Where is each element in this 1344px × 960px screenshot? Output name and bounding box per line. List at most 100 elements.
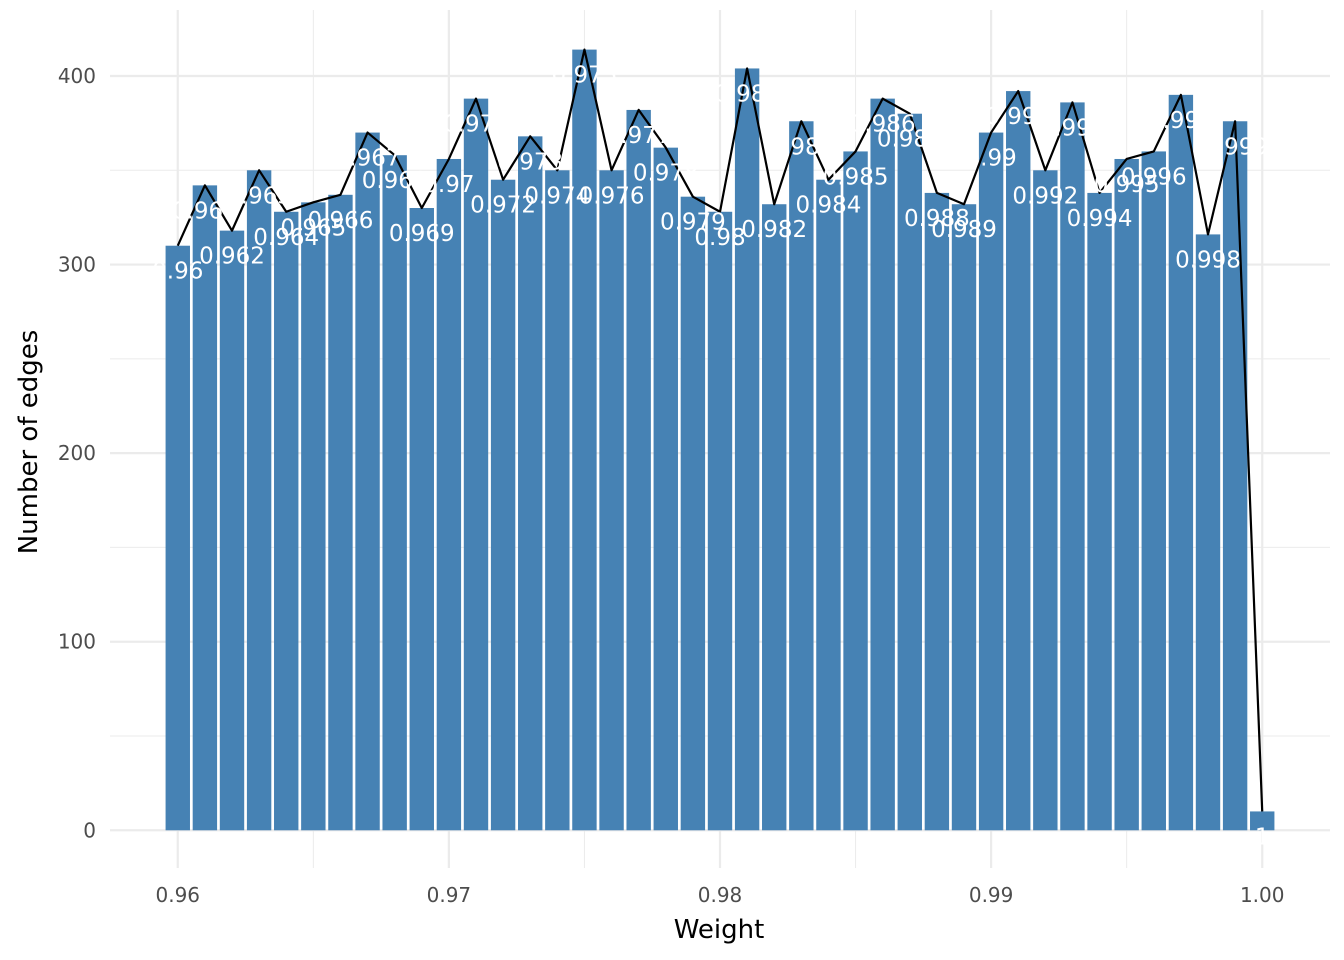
bar	[653, 147, 678, 831]
bar	[165, 245, 190, 831]
trend-line	[176, 48, 1264, 812]
bar	[978, 132, 1004, 831]
bar	[734, 68, 760, 831]
bar	[707, 211, 733, 831]
bar	[599, 170, 624, 831]
bar	[1141, 151, 1166, 831]
x-tick-label: 1.00	[1240, 883, 1285, 907]
y-tick-label: 400	[58, 64, 96, 88]
bar	[762, 204, 787, 831]
bar	[436, 158, 462, 831]
x-tick-label: 0.99	[969, 883, 1014, 907]
bar-label: 0.971	[443, 112, 509, 138]
bar	[246, 170, 272, 831]
bar-label: 0.979	[660, 210, 726, 236]
bar-label: 0.974	[524, 183, 590, 209]
y-tick-label: 100	[58, 630, 96, 654]
bar	[1222, 121, 1248, 831]
bar	[789, 121, 814, 831]
bar	[626, 109, 651, 831]
bar-label: 0.972	[470, 193, 536, 219]
bar-label: 0.988	[904, 206, 970, 232]
bar	[355, 132, 380, 831]
bar-label: 0.991	[985, 104, 1051, 130]
bar	[1250, 811, 1275, 831]
bar-label: 0.983	[768, 134, 834, 160]
y-axis-title: Number of edges	[14, 330, 44, 555]
x-axis-tick-labels: 0.96 0.97 0.98 0.99 1.00	[156, 883, 1285, 907]
bar-label: 0.966	[308, 208, 374, 234]
bar	[545, 170, 570, 831]
bar	[680, 196, 706, 831]
bar-label: 0.976	[579, 183, 645, 209]
bar	[1087, 192, 1112, 831]
bar	[490, 179, 516, 831]
bar-label: 0.96	[152, 259, 203, 285]
bar	[382, 155, 407, 831]
y-axis-tick-labels: 0 100 200 300 400	[58, 64, 96, 842]
bar-label: 0.981	[714, 81, 780, 107]
bar-label: 0.985	[823, 164, 889, 190]
bar-label: 0.968	[362, 168, 428, 194]
bar-label: 0.986	[850, 112, 916, 138]
bar-label: 0.996	[1121, 164, 1187, 190]
bar-label: 0.965	[280, 215, 346, 241]
bars	[165, 49, 1275, 831]
bar	[1168, 94, 1194, 831]
bar-label: 0.975	[552, 63, 618, 89]
bar-label: 0.984	[796, 193, 862, 219]
bar	[924, 192, 950, 831]
bar-label: 0.963	[226, 183, 292, 209]
bar-label: 0.999	[1202, 134, 1268, 160]
bar	[301, 202, 326, 831]
bar	[1060, 102, 1085, 831]
bar	[219, 230, 245, 831]
bar	[409, 208, 434, 831]
bar	[463, 98, 489, 831]
bar-label: 0.98	[694, 225, 745, 251]
y-tick-label: 300	[58, 253, 96, 277]
bar-label: 0.978	[633, 161, 699, 187]
bar	[897, 113, 922, 831]
bar	[192, 185, 218, 831]
bar-label: 0.977	[606, 123, 672, 149]
bar-label: 0.97	[423, 172, 474, 198]
y-tick-label: 200	[58, 441, 96, 465]
bar	[1195, 234, 1221, 831]
bar-label: 0.962	[199, 244, 265, 270]
bar	[1006, 91, 1031, 831]
x-axis-title: Weight	[674, 915, 765, 945]
bar	[328, 194, 353, 831]
bar-label: 1	[1255, 824, 1270, 850]
bar-label: 0.989	[931, 217, 997, 243]
bar-label: 0.964	[253, 225, 319, 251]
bar-labels: 0.960.9610.9620.9630.9640.9650.9660.9670…	[152, 63, 1269, 851]
bar	[518, 136, 543, 831]
bar-label: 0.997	[1148, 108, 1214, 134]
x-tick-label: 0.98	[698, 883, 743, 907]
bar-label: 0.99	[966, 146, 1017, 172]
bar	[1033, 170, 1058, 831]
bar-label: 0.995	[1094, 172, 1160, 198]
bar	[274, 211, 299, 831]
y-tick-label: 0	[83, 818, 96, 842]
bar	[572, 49, 597, 831]
bar-label: 0.969	[389, 221, 455, 247]
bar-label: 0.987	[877, 127, 943, 153]
bar-label: 0.992	[1012, 183, 1078, 209]
bar	[816, 179, 841, 831]
bar-label: 0.993	[1040, 115, 1106, 141]
bar-label: 0.998	[1175, 247, 1241, 273]
trend-line-layer	[176, 48, 1264, 812]
bar-label: 0.967	[335, 146, 401, 172]
x-tick-label: 0.97	[427, 883, 472, 907]
bar	[1114, 158, 1139, 831]
bar	[843, 151, 868, 831]
bar-label: 0.982	[741, 217, 807, 243]
bar-label: 0.994	[1067, 206, 1133, 232]
bar-label: 0.973	[497, 149, 563, 175]
bar	[951, 204, 977, 831]
bar-label: 0.961	[172, 198, 238, 224]
x-tick-label: 0.96	[156, 883, 201, 907]
